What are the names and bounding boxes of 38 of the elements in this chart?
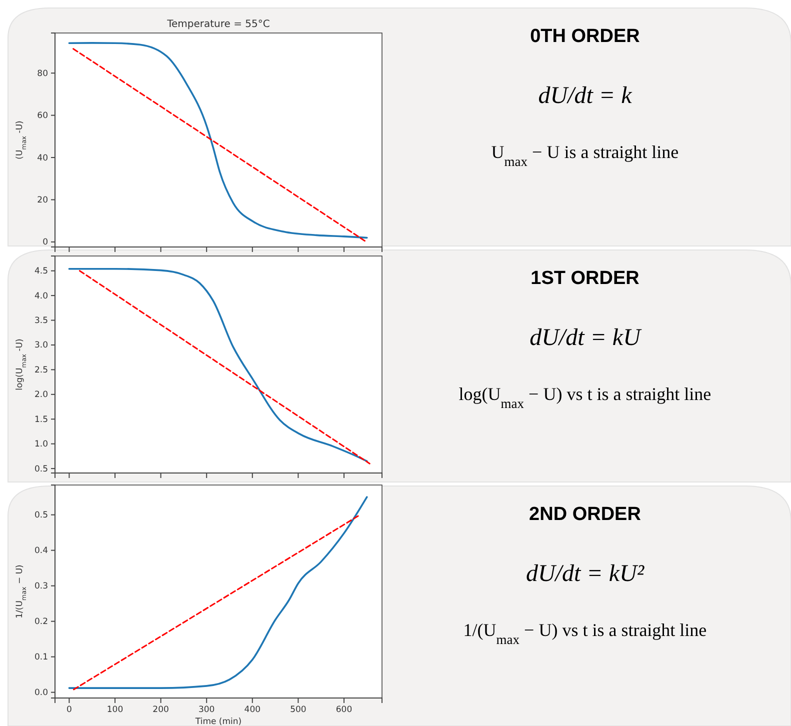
- y-tick-label: 4.0: [34, 291, 48, 302]
- text: log(U$_{max}$ − U) vs t is a straight line: [458, 384, 712, 410]
- y-tick-label: 2.0: [34, 390, 48, 400]
- y-tick-label: 2.5: [34, 365, 48, 376]
- text: 1ST ORDER: [530, 268, 640, 289]
- y-tick-label: 1.5: [34, 414, 48, 425]
- y-tick-label: 60: [37, 111, 48, 122]
- x-axis-title: Time (min): [194, 717, 242, 726]
- y-tick-label: 0.5: [34, 510, 48, 521]
- text: dU/dt = kU: [530, 325, 642, 351]
- y-tick-label: 40: [37, 153, 48, 164]
- y-tick-label: 80: [37, 68, 48, 79]
- y-tick-label: 0: [42, 238, 48, 248]
- y-tick-label: 4.5: [34, 266, 48, 277]
- y-tick-label: 0.1: [34, 652, 48, 663]
- text: dU/dt = kU²: [526, 561, 645, 587]
- x-tick-label: 100: [106, 705, 124, 716]
- y-tick-label: 3.5: [34, 316, 48, 326]
- text: 1/(U$_{max}$ − U) vs t is a straight line: [463, 620, 707, 646]
- x-tick-label: 0: [66, 705, 72, 716]
- y-tick-label: 0.5: [34, 464, 48, 474]
- x-tick-label: 600: [336, 705, 352, 716]
- text: dU/dt = k: [538, 83, 632, 109]
- text: 0TH ORDER: [530, 26, 640, 47]
- text: 2ND ORDER: [529, 504, 642, 525]
- y-tick-label: 1.0: [34, 440, 48, 450]
- y-tick-label: 0.3: [34, 582, 48, 592]
- y-tick-label: 0.4: [34, 546, 48, 556]
- x-tick-label: 500: [290, 705, 306, 716]
- x-tick-label: 200: [152, 705, 169, 716]
- x-tick-label: 300: [198, 705, 215, 716]
- text: U$_{max}$ − U is a straight line: [491, 142, 679, 168]
- y-tick-label: 20: [37, 195, 48, 206]
- y-tick-label: 3.0: [34, 340, 48, 351]
- y-tick-label: 0.0: [34, 688, 48, 698]
- x-tick-label: 400: [244, 705, 261, 716]
- chart-title: Temperature = 55°C: [166, 19, 270, 30]
- y-tick-label: 0.2: [34, 617, 48, 628]
